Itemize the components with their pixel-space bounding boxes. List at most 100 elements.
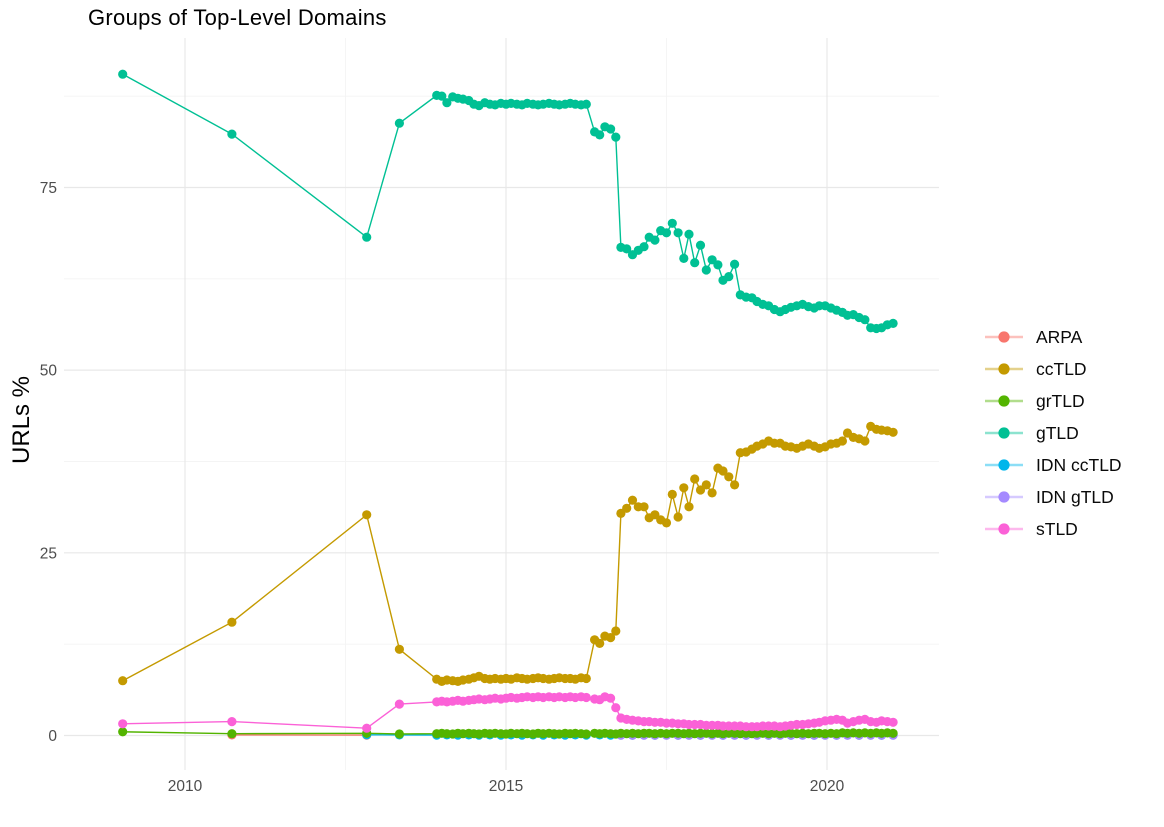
data-point-cctld bbox=[724, 472, 734, 482]
data-point-gtld bbox=[730, 259, 740, 269]
legend-item-arpa: ARPA bbox=[984, 327, 1122, 347]
data-point-cctld bbox=[227, 617, 237, 627]
legend-key-icon bbox=[985, 459, 1023, 471]
y-tick-label: 50 bbox=[40, 363, 58, 380]
data-point-cctld bbox=[627, 495, 638, 505]
data-point-cctld bbox=[595, 638, 605, 649]
data-point-cctld bbox=[837, 436, 848, 446]
legend: ARPA ccTLD grTLD gTLD IDN ccTLD IDN gTLD sTLD bbox=[984, 327, 1122, 539]
axis-tick-labels: 0 25 50 75 2010 2015 2020 bbox=[40, 180, 845, 795]
data-point-cctld bbox=[684, 502, 694, 512]
data-point-stld bbox=[611, 703, 621, 713]
data-point-gtld bbox=[362, 232, 372, 242]
data-point-cctld bbox=[860, 436, 870, 446]
series-arpa bbox=[227, 730, 372, 740]
data-point-cctld bbox=[679, 483, 689, 493]
data-point-cctld bbox=[701, 480, 711, 490]
data-point-cctld bbox=[730, 480, 740, 490]
data-point-gtld bbox=[437, 91, 447, 101]
data-point-cctld bbox=[888, 427, 898, 437]
data-point-gtld bbox=[888, 318, 898, 328]
data-point-grtld bbox=[394, 729, 404, 739]
data-point-gtld bbox=[622, 244, 632, 254]
gridlines-minor bbox=[64, 38, 939, 770]
data-point-gtld bbox=[695, 240, 706, 250]
data-point-gtld bbox=[860, 315, 870, 325]
data-point-stld bbox=[227, 717, 237, 727]
data-point-cctld bbox=[362, 510, 372, 520]
data-point-gtld bbox=[581, 99, 591, 109]
series-gtld bbox=[118, 69, 898, 334]
data-point-grtld bbox=[888, 728, 898, 738]
series-cctld bbox=[118, 421, 898, 687]
legend-key-icon bbox=[985, 395, 1023, 407]
data-point-stld bbox=[888, 717, 898, 727]
legend-item-stld: sTLD bbox=[984, 518, 1122, 539]
gridlines-major bbox=[64, 38, 939, 770]
data-point-gtld bbox=[724, 272, 734, 282]
legend-label: gTLD bbox=[1036, 422, 1079, 443]
data-point-cctld bbox=[606, 633, 616, 643]
data-point-stld bbox=[118, 719, 128, 729]
legend-label: sTLD bbox=[1036, 518, 1078, 539]
data-point-gtld bbox=[667, 218, 677, 228]
legend-key-icon bbox=[985, 427, 1023, 439]
data-point-gtld bbox=[227, 129, 237, 139]
x-tick-label: 2015 bbox=[489, 778, 523, 795]
series-stld bbox=[118, 692, 898, 733]
data-point-gtld bbox=[690, 258, 700, 268]
data-point-grtld bbox=[118, 727, 128, 737]
legend-item-idn-cctld: IDN ccTLD bbox=[984, 454, 1122, 475]
data-point-cctld bbox=[707, 488, 717, 498]
data-point-stld bbox=[606, 693, 616, 703]
y-tick-label: 75 bbox=[40, 180, 57, 197]
legend-label: grTLD bbox=[1036, 390, 1085, 411]
data-point-gtld bbox=[639, 242, 649, 252]
legend-key-icon bbox=[985, 491, 1023, 503]
data-point-stld bbox=[362, 723, 372, 733]
data-point-cctld bbox=[661, 518, 672, 528]
legend-item-gtld: gTLD bbox=[984, 422, 1122, 443]
y-tick-label: 0 bbox=[48, 728, 57, 745]
y-tick-label: 25 bbox=[40, 545, 57, 562]
data-point-gtld bbox=[611, 132, 621, 142]
data-point-gtld bbox=[595, 130, 605, 140]
data-point-gtld bbox=[442, 98, 452, 108]
y-axis-title: URLs % bbox=[8, 375, 35, 465]
legend-key-icon bbox=[985, 331, 1023, 343]
data-point-gtld bbox=[684, 229, 694, 239]
data-point-gtld bbox=[661, 228, 672, 238]
legend-item-cctld: ccTLD bbox=[984, 358, 1122, 379]
data-point-stld bbox=[394, 699, 404, 709]
data-point-cctld bbox=[394, 644, 404, 654]
series-grtld bbox=[118, 727, 898, 739]
series-line-gtld bbox=[122, 73, 894, 330]
data-point-grtld bbox=[227, 729, 237, 739]
data-point-cctld bbox=[690, 474, 700, 484]
legend-label: IDN gTLD bbox=[1036, 486, 1114, 507]
legend-label: ccTLD bbox=[1036, 358, 1087, 379]
data-point-cctld bbox=[622, 503, 632, 513]
legend-label: IDN ccTLD bbox=[1036, 454, 1122, 475]
data-point-cctld bbox=[667, 489, 677, 499]
data-point-gtld bbox=[673, 228, 683, 238]
data-point-stld bbox=[581, 692, 591, 703]
legend-key-icon bbox=[985, 523, 1023, 535]
data-point-cctld bbox=[611, 626, 621, 636]
legend-item-idn-gtld: IDN gTLD bbox=[984, 486, 1122, 507]
legend-item-grtld: grTLD bbox=[984, 390, 1122, 411]
data-point-gtld bbox=[118, 69, 128, 79]
x-tick-label: 2020 bbox=[810, 778, 845, 795]
data-point-gtld bbox=[606, 124, 616, 134]
data-point-cctld bbox=[718, 466, 728, 476]
data-point-cctld bbox=[639, 502, 649, 512]
data-point-gtld bbox=[650, 235, 660, 245]
data-point-grtld bbox=[581, 729, 591, 739]
x-tick-label: 2010 bbox=[168, 778, 203, 795]
data-point-cctld bbox=[581, 673, 591, 684]
data-point-cctld bbox=[118, 676, 128, 686]
data-point-gtld bbox=[713, 260, 723, 270]
chart-title: Groups of Top-Level Domains bbox=[88, 5, 387, 30]
